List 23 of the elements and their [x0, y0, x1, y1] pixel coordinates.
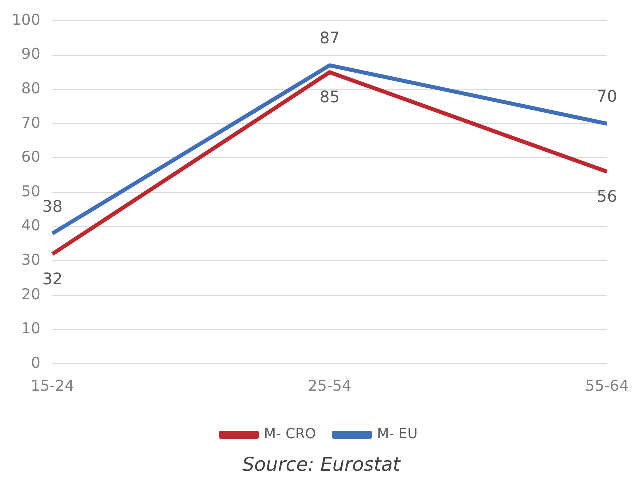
y-tick-label: 40 [22, 216, 41, 235]
y-tick-label: 60 [22, 148, 41, 166]
y-tick-label: 30 [22, 250, 41, 269]
y-tick-label: 90 [22, 45, 41, 64]
x-tick-label: 25-54 [308, 376, 352, 395]
data-label: 32 [42, 269, 63, 288]
x-tick-label: 55-64 [585, 376, 630, 395]
y-tick-label: 10 [22, 320, 41, 338]
y-tick-label: 80 [22, 79, 41, 98]
data-label: 85 [320, 88, 340, 107]
legend-label: M- CRO [264, 426, 316, 443]
legend-label: M- EU [377, 426, 418, 443]
x-tick-label: 15-24 [30, 376, 74, 395]
y-tick-label: 100 [12, 10, 41, 29]
y-tick-label: 0 [31, 354, 41, 372]
y-tick-label: 50 [22, 182, 41, 200]
data-label: 70 [597, 87, 618, 106]
data-label: 87 [320, 28, 340, 48]
y-tick-label: 70 [22, 114, 41, 132]
data-label: 56 [597, 187, 618, 206]
source-note: Source: Eurostat [241, 454, 402, 476]
data-label: 38 [42, 196, 63, 216]
y-tick-label: 20 [22, 285, 41, 304]
